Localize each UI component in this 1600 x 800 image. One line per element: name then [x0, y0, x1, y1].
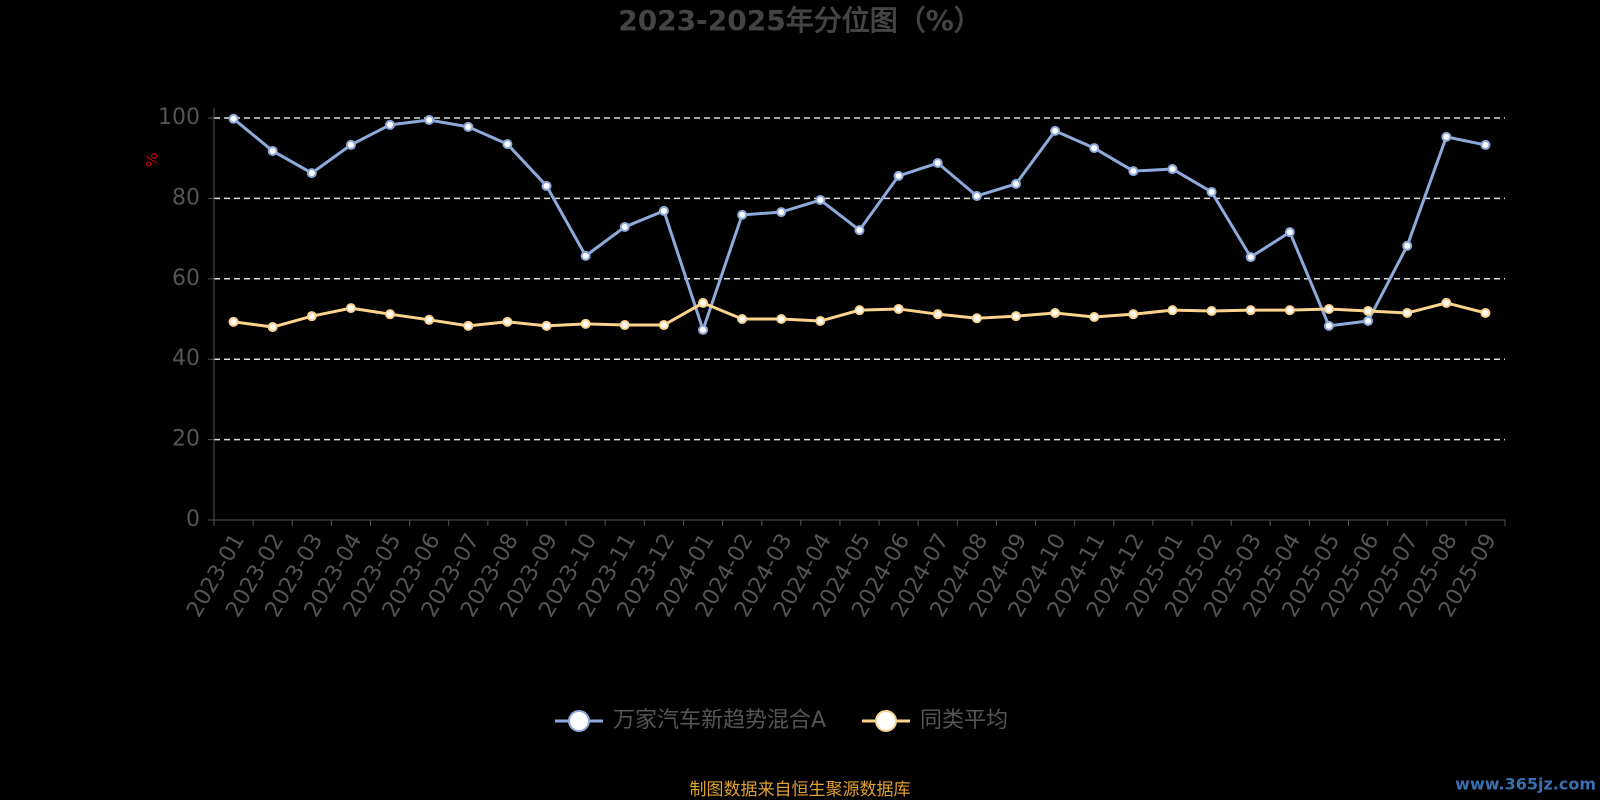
data-point: [502, 139, 513, 150]
y-tick-label: 60: [172, 266, 200, 291]
legend-marker: [875, 710, 897, 732]
data-point: [306, 168, 317, 179]
data-point: [1441, 131, 1452, 142]
watermark: www.365jz.com: [1455, 775, 1596, 794]
data-point: [932, 309, 943, 320]
data-point: [1480, 139, 1491, 150]
data-point: [698, 324, 709, 335]
data-point: [932, 158, 943, 169]
y-tick-label: 40: [172, 346, 200, 371]
data-point: [776, 314, 787, 324]
data-point: [776, 207, 787, 218]
chart-title: 2023-2025年分位图（%）: [618, 4, 982, 37]
data-point: [1010, 178, 1021, 189]
data-point: [815, 195, 826, 206]
data-point: [385, 119, 396, 130]
data-point: [1323, 303, 1334, 314]
data-point: [228, 113, 239, 124]
data-point: [385, 309, 396, 320]
y-axis-label: %: [143, 152, 162, 167]
data-point: [737, 314, 748, 324]
data-point: [228, 316, 239, 327]
data-point: [580, 250, 591, 261]
data-point: [1441, 297, 1452, 308]
data-point: [267, 322, 278, 333]
data-point: [658, 205, 669, 216]
data-point: [580, 318, 591, 329]
data-point: [1402, 307, 1413, 318]
data-point: [815, 316, 826, 327]
data-point: [1284, 227, 1295, 238]
data-point: [1050, 125, 1061, 136]
data-point: [1284, 305, 1295, 316]
data-point: [502, 316, 513, 327]
data-point: [1363, 316, 1374, 327]
data-point: [424, 314, 435, 325]
data-point: [1050, 307, 1061, 318]
data-point: [463, 121, 474, 132]
data-point: [1089, 143, 1100, 154]
source-note: 制图数据来自恒生聚源数据库: [690, 780, 911, 800]
data-point: [1402, 240, 1413, 251]
data-point: [854, 305, 865, 316]
y-tick-label: 0: [186, 507, 200, 532]
data-point: [971, 313, 982, 324]
data-point: [1128, 309, 1139, 320]
data-point: [893, 170, 904, 181]
data-point: [1245, 252, 1256, 263]
data-point: [1167, 305, 1178, 316]
data-point: [267, 145, 278, 156]
data-point: [345, 303, 356, 314]
y-tick-label: 80: [172, 185, 200, 210]
data-point: [1010, 311, 1021, 322]
data-point: [698, 297, 709, 308]
data-point: [424, 115, 435, 126]
data-point: [854, 225, 865, 236]
data-point: [619, 221, 630, 232]
data-point: [1206, 186, 1217, 197]
legend-marker: [568, 710, 590, 732]
data-point: [1480, 307, 1491, 318]
data-point: [541, 180, 552, 191]
data-point: [345, 139, 356, 150]
legend-label: 万家汽车新趋势混合A: [613, 708, 826, 733]
data-point: [1167, 164, 1178, 175]
data-point: [619, 320, 630, 331]
data-point: [893, 303, 904, 314]
data-point: [541, 320, 552, 331]
data-point: [658, 320, 669, 331]
data-point: [463, 320, 474, 331]
y-tick-label: 100: [158, 105, 200, 130]
legend-label: 同类平均: [920, 708, 1008, 733]
data-point: [1323, 320, 1334, 331]
data-point: [1363, 305, 1374, 316]
data-point: [1245, 305, 1256, 316]
data-point: [737, 209, 748, 220]
data-point: [1206, 305, 1217, 316]
data-point: [1128, 166, 1139, 177]
data-point: [1089, 311, 1100, 322]
y-tick-label: 20: [172, 427, 200, 452]
data-point: [306, 311, 317, 322]
data-point: [971, 190, 982, 201]
